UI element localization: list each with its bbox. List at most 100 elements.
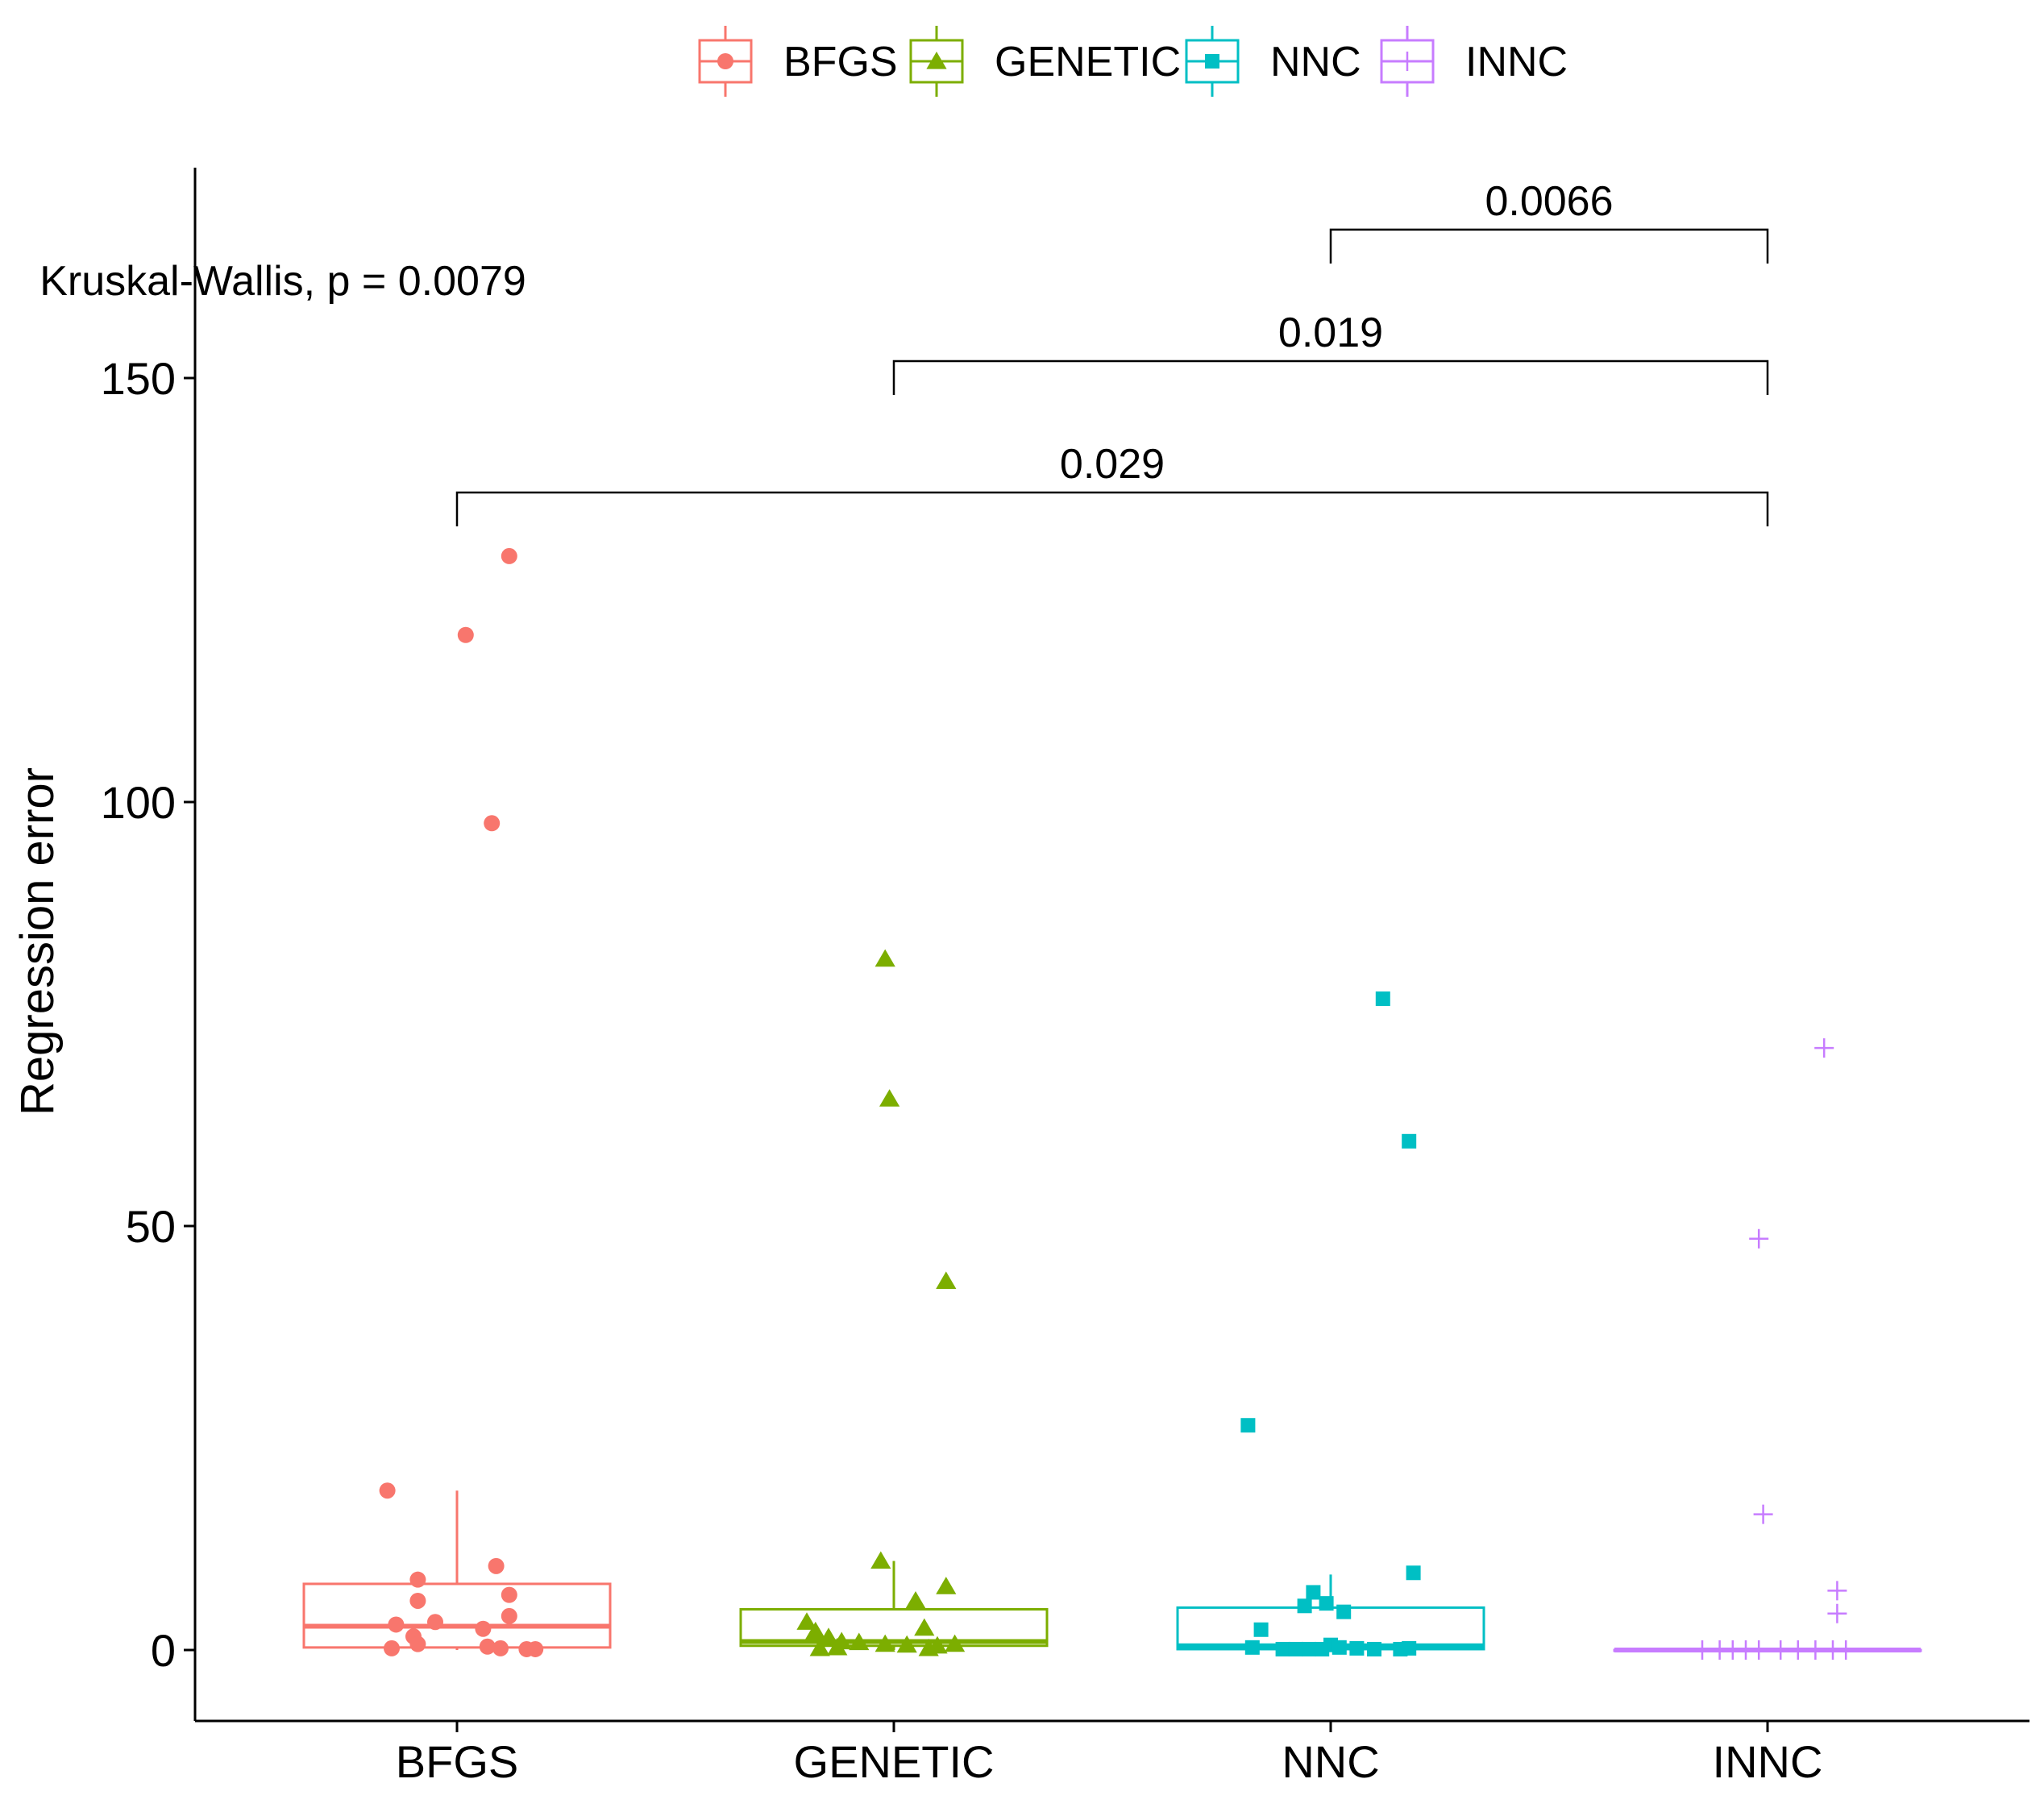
data-point [475,1620,492,1637]
data-point [1336,1604,1352,1619]
y-tick-label: 100 [101,777,176,828]
data-point [1367,1641,1381,1656]
p-value-label: 0.0066 [1485,178,1613,225]
data-point [1749,1640,1769,1660]
data-point [805,1621,826,1640]
data-point [1240,1418,1256,1433]
data-point [1827,1603,1847,1623]
data-point [936,1271,957,1289]
data-point [1749,1228,1769,1249]
data-point [875,1634,895,1652]
data-point [875,949,895,967]
data-point [501,1586,517,1603]
data-point [1349,1640,1365,1656]
data-point [1788,1640,1808,1660]
data-point [849,1632,870,1651]
data-point [870,1551,891,1569]
data-point [1814,1038,1834,1058]
legend-key-marker [1205,54,1219,69]
data-point [379,1482,396,1499]
data-point [1753,1504,1773,1524]
data-point [1406,1565,1421,1581]
legend-key-marker [1398,52,1417,71]
data-point [409,1592,426,1609]
y-tick-label: 50 [126,1201,176,1252]
data-point [809,1638,830,1656]
data-point [1693,1640,1712,1660]
data-point [1402,1640,1417,1656]
data-point [488,1557,505,1574]
y-tick-label: 150 [101,353,176,404]
data-point [945,1634,966,1652]
data-point [879,1089,900,1107]
data-point [427,1614,443,1631]
bracket-line [1329,228,1769,264]
data-point [936,1577,957,1594]
comparison-bracket: 0.029 [455,441,1769,527]
data-point [527,1640,544,1657]
legend-label: NNC [1270,39,1361,85]
data-point [492,1640,509,1656]
data-point [914,1618,935,1636]
data-point [1771,1640,1791,1660]
data-point [384,1640,400,1656]
comparison-bracket: 0.019 [892,310,1769,395]
y-tick-label: 0 [151,1625,176,1676]
data-point [905,1590,926,1609]
data-point [1319,1596,1334,1611]
axes: 0 50 100 150 BFGS GENETIC NNC INNC [101,168,2029,1787]
points-bfgs [379,547,544,1657]
data-point [896,1635,917,1653]
data-point [818,1627,839,1645]
data-point [479,1638,496,1655]
comparison-bracket: 0.0066 [1329,178,1769,264]
data-point [1375,991,1390,1007]
data-point [1332,1640,1347,1655]
data-point [1827,1581,1847,1601]
boxes [302,1490,1922,1652]
data-point [1297,1598,1312,1614]
data-points [379,547,1856,1660]
legend-item-innc: INNC [1380,26,1568,97]
points-innc [1693,1038,1856,1660]
p-value-label: 0.019 [1278,310,1383,356]
data-point [1288,1641,1303,1656]
data-point [1253,1622,1269,1637]
data-point [827,1637,848,1656]
data-point [1805,1640,1826,1660]
legend-key-marker [717,53,733,69]
data-point [1275,1641,1290,1656]
x-tick-label: BFGS [396,1736,518,1787]
legend-label: INNC [1465,39,1568,85]
data-point [457,626,474,643]
legend-item-genetic: GENETIC [909,26,1181,97]
x-tick-label: GENETIC [794,1736,995,1787]
data-point [918,1638,939,1656]
legend-item-bfgs: BFGS [698,26,898,97]
points-nnc [1240,991,1421,1656]
data-point [501,1607,517,1624]
points-genetic [796,949,966,1656]
data-point [484,815,501,832]
data-point [409,1636,426,1652]
data-point [1306,1585,1321,1600]
bracket-line [892,360,1769,395]
x-tick-label: NNC [1282,1736,1379,1787]
data-point [796,1612,817,1630]
data-point [501,547,517,564]
legend-item-nnc: NNC [1185,26,1361,97]
bracket-line [455,491,1769,527]
data-point [1244,1640,1260,1655]
legend: BFGS GENETIC NNC INNC [698,26,1568,97]
p-value-label: 0.029 [1060,441,1165,488]
data-point [1302,1641,1316,1656]
legend-label: BFGS [783,39,898,85]
legend-label: GENETIC [995,39,1181,85]
legend-key-marker [926,52,947,69]
box-iqr [302,1582,612,1649]
y-axis-title: Regression error [11,767,64,1116]
x-tick-label: INNC [1713,1736,1823,1787]
box-genetic [739,1561,1049,1650]
